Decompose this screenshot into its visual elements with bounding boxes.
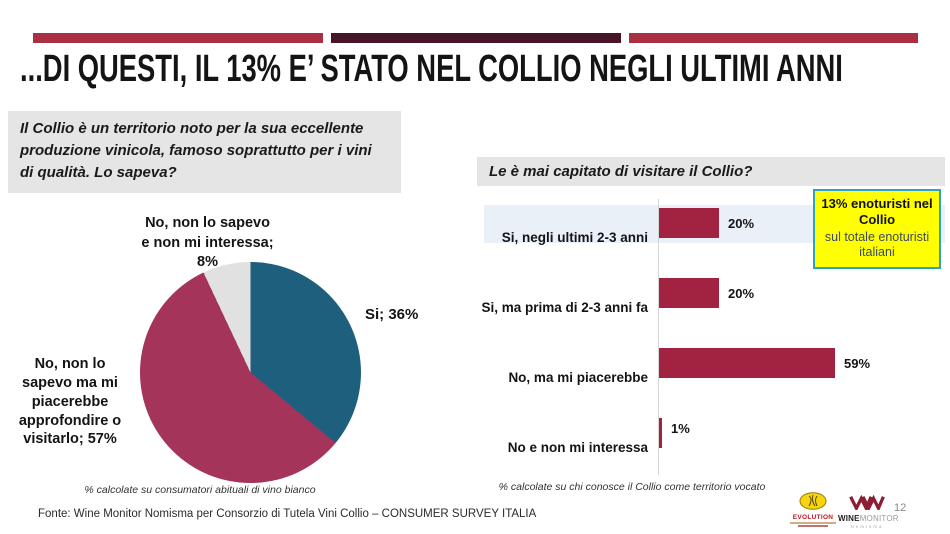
bar-category-label: No e non mi interessa: [507, 440, 648, 455]
bar-value-label: 1%: [671, 421, 690, 436]
evolution-logo: EVOLUTION: [784, 492, 842, 527]
pie-footnote: % calcolate su consumatori abituali di v…: [84, 484, 316, 496]
title-accent-bar-left: [33, 33, 323, 43]
page-number: 12: [894, 502, 907, 514]
callout-subtext: sul totale enoturisti italiani: [824, 229, 930, 260]
bar-no-interessa: [659, 418, 662, 448]
bar-value-label: 20%: [728, 216, 755, 231]
winemonitor-mark-icon: [849, 494, 885, 513]
winemonitor-wordmark: WINEMONITOR: [838, 514, 899, 523]
winemonitor-monitor-text: MONITOR: [859, 514, 899, 523]
bar-si-prima-anni: [659, 278, 719, 308]
evolution-tagline-line: [798, 525, 828, 527]
bar-footnote: % calcolate su chi conosce il Collio com…: [498, 481, 766, 493]
bar-value-label: 59%: [844, 356, 871, 371]
pie-label-no-interessa: No, non lo sapevo e non mi interessa; 8%: [141, 215, 274, 271]
evolution-tagline-line: [790, 522, 836, 524]
enoturisti-callout-box: 13% enoturisti nel Collio sul totale eno…: [813, 189, 941, 269]
callout-headline: 13% enoturisti nel Collio: [821, 196, 933, 228]
title-accent-bar-middle: [331, 33, 621, 43]
winemonitor-logo: WINEMONITOR Nomisma: [838, 494, 899, 529]
pie-label-no-piacerebbe: No, non lo sapevo ma mi piacerebbe appro…: [18, 356, 122, 448]
bar-category-label: Si, ma prima di 2-3 anni fa: [481, 300, 648, 315]
source-line: Fonte: Wine Monitor Nomisma per Consorzi…: [38, 508, 537, 520]
winemonitor-nomisma-text: Nomisma: [850, 524, 884, 529]
title-accent-bar-right: [629, 33, 918, 43]
pie-question-box: Il Collio è un territorio noto per la su…: [8, 111, 401, 194]
bar-question-box: Le è mai capitato di visitare il Collio?: [477, 157, 945, 186]
bar-category-label: No, ma mi piacerebbe: [508, 370, 648, 385]
pie-label-si: Si; 36%: [365, 306, 419, 323]
bar-si-ultimi-anni: [659, 208, 719, 238]
winemonitor-wine-text: WINE: [838, 514, 860, 523]
bar-category-label: Si, negli ultimi 2-3 anni: [501, 230, 648, 245]
bar-axis-line: [658, 199, 659, 475]
bar-no-piacerebbe: [659, 348, 835, 378]
evolution-wordmark: EVOLUTION: [792, 514, 834, 521]
evolution-oval-icon: [799, 492, 827, 510]
bar-value-label: 20%: [728, 286, 755, 301]
slide-title: ...DI QUESTI, IL 13% E’ STATO NEL COLLIO…: [20, 48, 843, 90]
pie-chart: [140, 262, 361, 483]
